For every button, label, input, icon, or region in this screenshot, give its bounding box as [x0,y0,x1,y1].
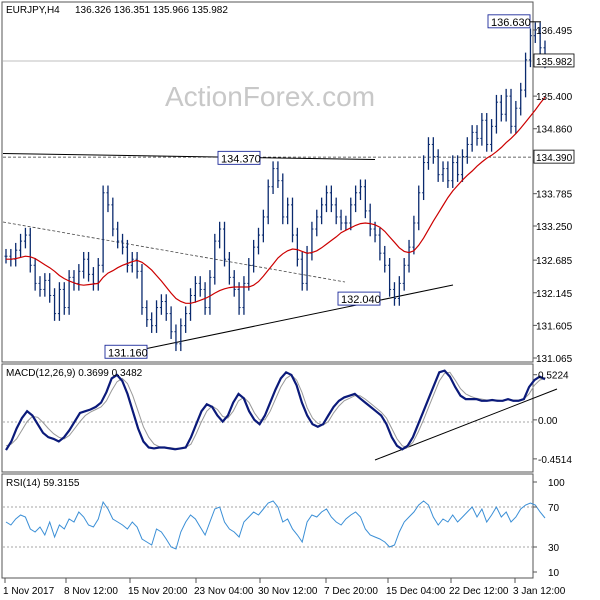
rsi-panel-title: RSI(14) 59.3155 [6,478,80,489]
x-tick-label: 1 Nov 2017 [3,586,55,597]
resistance-price-label-box [533,149,575,164]
price-ohlc-values: 136.326 136.351 135.966 135.982 [75,5,228,16]
price-y-tick-label: 132.685 [536,256,573,267]
current-price-label: 135.982 [536,57,573,68]
price-y-axis: 136.495 135.400 134.860 133.785 133.250 132.6… [533,26,575,365]
x-tick-label: 22 Dec 12:00 [449,586,509,597]
macd-y-tick-label: 0.5224 [538,371,569,382]
macd-line [5,369,546,451]
annotation-box [104,344,148,359]
price-trendlines [2,221,454,353]
x-tick-label: 30 Nov 12:00 [258,586,318,597]
lower-trendline [129,284,454,353]
price-y-tick-label: 131.605 [536,321,573,332]
annotation-box [217,150,261,165]
watermark: ActionForex.com [165,81,375,112]
price-y-tick-label: 133.785 [536,190,573,201]
annotation-label: 132.040 [341,294,381,306]
macd-panel-frame [1,363,534,473]
rsi-panel-frame [1,473,534,579]
x-tick-label: 3 Jan 12:00 [513,586,566,597]
price-bars [4,22,547,352]
rsi-y-tick-label: 100 [548,478,565,489]
x-tick-label: 15 Nov 20:00 [128,586,188,597]
macd-y-tick-label: -0.4514 [538,455,572,466]
current-price-label-box [533,53,575,68]
annotation-label: 131.160 [108,347,148,359]
x-tick-label: 15 Dec 04:00 [386,586,446,597]
x-tick-label: 8 Nov 12:00 [64,586,118,597]
rsi-y-tick-label: 10 [548,568,560,579]
rsi-y-tick-label: 70 [548,503,560,514]
macd-y-axis: 0.5224 0.00 -0.4514 [533,371,572,466]
x-tick-label: 23 Nov 04:00 [194,586,254,597]
price-panel-frame [1,1,534,363]
rsi-y-axis: 100 70 30 10 [533,478,565,579]
price-y-tick-label: 136.495 [536,26,573,37]
annotation-label: 136.630 [491,17,531,29]
x-axis: 1 Nov 2017 8 Nov 12:00 15 Nov 20:00 23 Nov … [3,578,566,597]
price-y-tick-label: 131.065 [536,354,573,365]
rsi-y-tick-label: 30 [548,543,560,554]
price-annotations: 136.630 134.370 132.040 131.160 [104,14,541,359]
price-y-tick-label: 135.400 [536,92,573,103]
moving-average-line [6,96,546,304]
x-tick-label: 7 Dec 20:00 [324,586,378,597]
macd-panel-title: MACD(12,26,9) 0.3699 0.3482 [6,368,143,379]
price-y-tick-label: 132.145 [536,289,573,300]
price-y-tick-label: 134.860 [536,125,573,136]
support-resistance-segment [2,153,376,161]
price-y-tick-label: 133.250 [536,222,573,233]
rsi-line [5,500,546,550]
upper-dashed-trendline [2,221,346,283]
resistance-price-label: 134.390 [536,153,573,164]
annotation-box [337,291,381,306]
macd-y-tick-label: 0.00 [538,416,558,427]
price-reference-lines [2,60,533,161]
price-panel-title: EURJPY,H4 [6,5,60,16]
macd-signal-line [5,371,546,449]
annotation-label: 134.370 [221,153,261,165]
